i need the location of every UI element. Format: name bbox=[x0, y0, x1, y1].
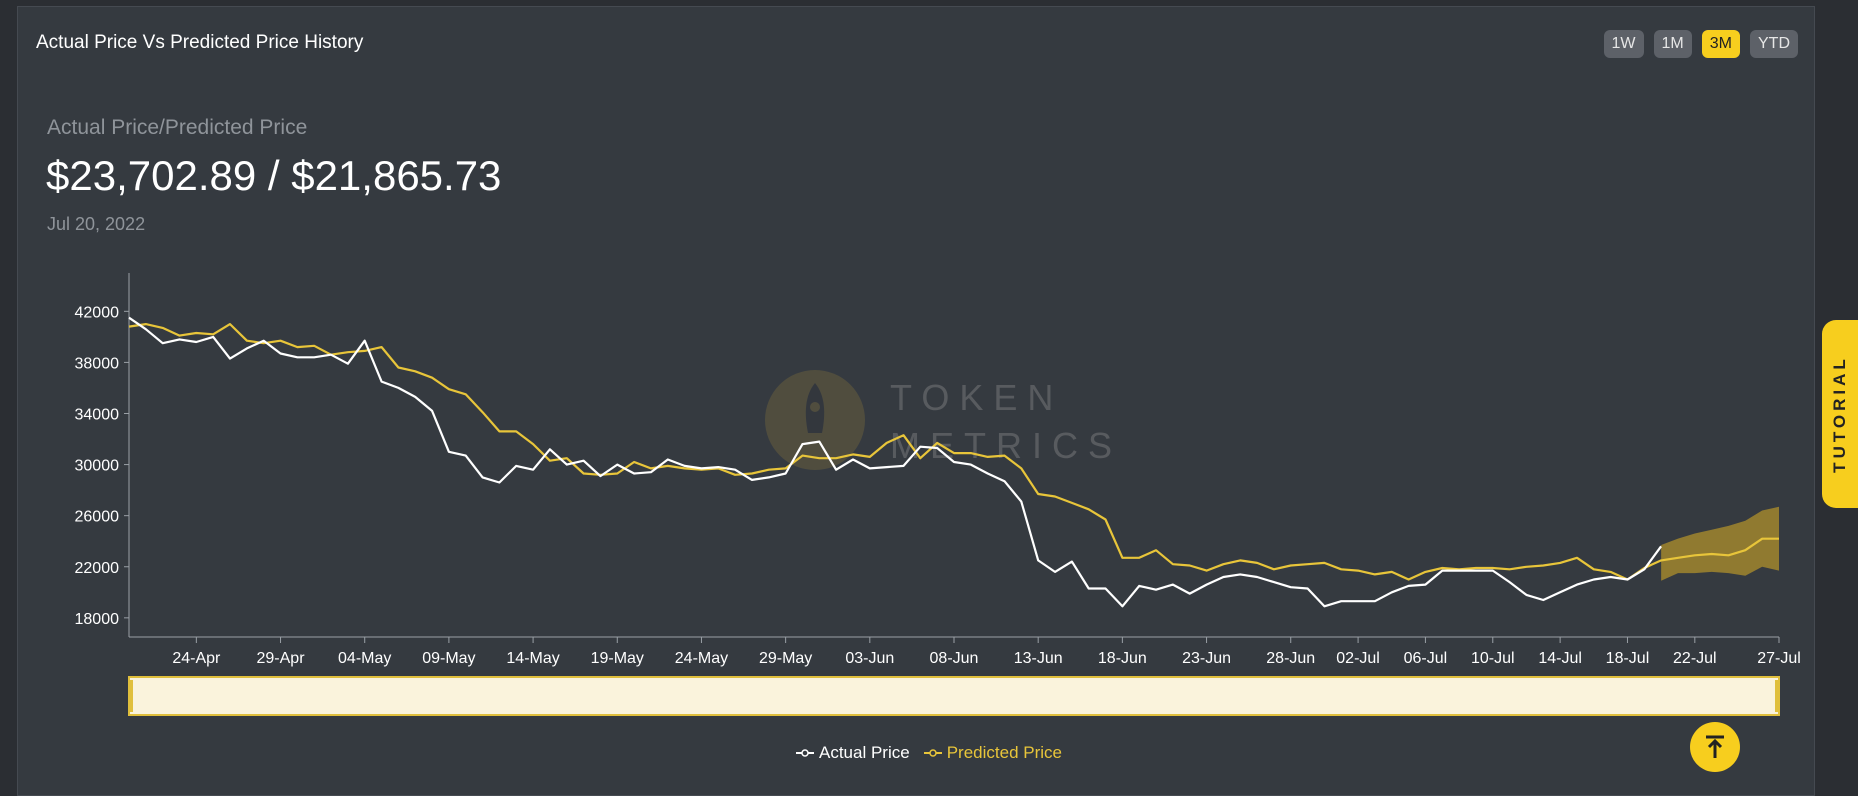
range-navigator bbox=[128, 676, 1780, 716]
price-summary-date: Jul 20, 2022 bbox=[47, 214, 146, 234]
arrow-up-bar-icon bbox=[1706, 735, 1724, 758]
legend-item-actual[interactable]: Actual Price bbox=[796, 743, 910, 763]
tutorial-label: TUTORIAL bbox=[1830, 355, 1849, 473]
x-tick-label: 08-Jun bbox=[930, 650, 979, 667]
range-button-ytd[interactable]: YTD bbox=[1750, 30, 1798, 58]
x-tick-label: 24-Apr bbox=[172, 650, 221, 667]
legend-label-predicted: Predicted Price bbox=[946, 743, 1062, 762]
y-tick-label: 34000 bbox=[75, 406, 120, 423]
token-metrics-logo-icon bbox=[765, 370, 865, 470]
x-tick-label: 06-Jul bbox=[1404, 650, 1448, 667]
y-tick-label: 26000 bbox=[75, 509, 120, 526]
x-tick-label: 14-May bbox=[506, 650, 559, 667]
range-button-1m[interactable]: 1M bbox=[1653, 30, 1692, 58]
x-tick-label: 28-Jun bbox=[1266, 650, 1315, 667]
watermark-line-1: TOKEN bbox=[890, 377, 1064, 418]
x-tick-label: 22-Jul bbox=[1673, 650, 1717, 667]
chart-title: Actual Price Vs Predicted Price History bbox=[36, 32, 364, 53]
price-summary-label: Actual Price/Predicted Price bbox=[47, 116, 308, 139]
watermark-text: TOKEN METRICS bbox=[890, 374, 1122, 470]
scroll-to-top-button[interactable] bbox=[1690, 722, 1740, 772]
x-tick-label: 29-May bbox=[759, 650, 812, 667]
tutorial-tab[interactable]: TUTORIAL bbox=[1822, 320, 1858, 508]
x-tick-label: 27-Jul bbox=[1757, 650, 1801, 667]
actual-price-line bbox=[128, 316, 1662, 608]
x-tick-label: 14-Jul bbox=[1538, 650, 1582, 667]
chart-panel bbox=[17, 6, 1815, 796]
x-tick-label: 03-Jun bbox=[845, 650, 894, 667]
chart-legend: Actual Price Predicted Price bbox=[0, 743, 1858, 763]
x-tick-label: 10-Jul bbox=[1471, 650, 1515, 667]
y-tick-label: 30000 bbox=[75, 458, 120, 475]
x-tick-label: 18-Jul bbox=[1606, 650, 1650, 667]
x-tick-label: 09-May bbox=[422, 650, 475, 667]
x-tick-label: 19-May bbox=[591, 650, 644, 667]
forecast-band bbox=[1661, 506, 1779, 581]
y-tick-label: 38000 bbox=[75, 355, 120, 372]
x-tick-label: 13-Jun bbox=[1014, 650, 1063, 667]
legend-item-predicted[interactable]: Predicted Price bbox=[923, 743, 1062, 763]
x-tick-label: 23-Jun bbox=[1182, 650, 1231, 667]
x-tick-label: 04-May bbox=[338, 650, 391, 667]
navigator-handle-left bbox=[128, 680, 133, 712]
range-button-3m[interactable]: 3M bbox=[1701, 30, 1740, 58]
x-tick-label: 24-May bbox=[675, 650, 728, 667]
watermark-line-2: METRICS bbox=[890, 425, 1122, 466]
y-tick-label: 22000 bbox=[75, 560, 120, 577]
navigator-handle-right bbox=[1775, 680, 1780, 712]
legend-marker-actual-icon bbox=[796, 749, 814, 757]
legend-marker-predicted-icon bbox=[923, 749, 942, 757]
x-tick-label: 18-Jun bbox=[1098, 650, 1147, 667]
y-tick-label: 18000 bbox=[75, 611, 120, 628]
price-summary-value: $23,702.89 / $21,865.73 bbox=[46, 152, 502, 199]
x-tick-label: 02-Jul bbox=[1336, 650, 1380, 667]
x-tick-label: 29-Apr bbox=[257, 650, 306, 667]
range-selector: 1W 1M 3M YTD bbox=[1603, 30, 1798, 58]
legend-label-actual: Actual Price bbox=[819, 743, 910, 762]
y-tick-label: 42000 bbox=[75, 304, 120, 321]
range-button-1w[interactable]: 1W bbox=[1603, 30, 1644, 58]
predicted-price-line bbox=[128, 323, 1779, 581]
